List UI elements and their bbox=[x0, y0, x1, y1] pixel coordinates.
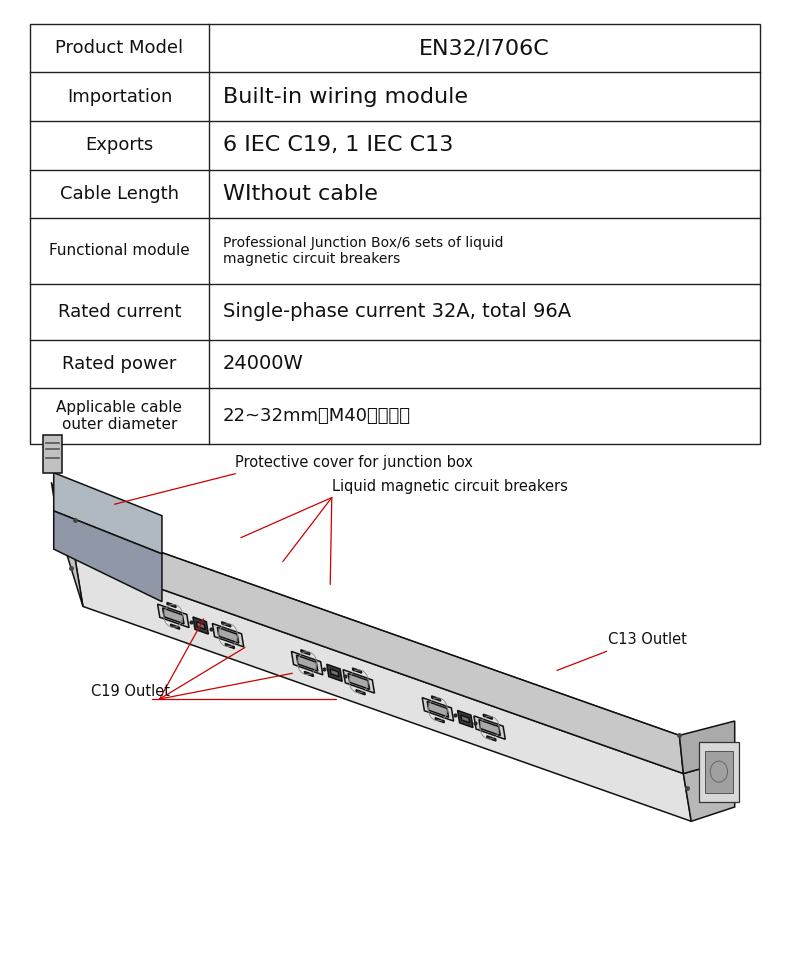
Text: Importation: Importation bbox=[66, 88, 172, 106]
Polygon shape bbox=[479, 720, 500, 735]
Text: 24000W: 24000W bbox=[223, 354, 304, 373]
Text: Protective cover for junction box: Protective cover for junction box bbox=[235, 455, 473, 470]
Polygon shape bbox=[301, 649, 310, 655]
Text: Single-phase current 32A, total 96A: Single-phase current 32A, total 96A bbox=[223, 302, 571, 321]
Polygon shape bbox=[352, 668, 362, 673]
Polygon shape bbox=[422, 697, 453, 721]
Text: 6 IEC C19, 1 IEC C13: 6 IEC C19, 1 IEC C13 bbox=[223, 136, 453, 156]
Polygon shape bbox=[71, 520, 683, 774]
Polygon shape bbox=[304, 671, 314, 676]
Polygon shape bbox=[348, 673, 370, 690]
Polygon shape bbox=[157, 605, 189, 627]
Text: EN32/I706C: EN32/I706C bbox=[419, 38, 550, 58]
Polygon shape bbox=[75, 559, 691, 821]
Polygon shape bbox=[54, 473, 162, 554]
Polygon shape bbox=[225, 644, 235, 648]
Text: Liquid magnetic circuit breakers: Liquid magnetic circuit breakers bbox=[332, 478, 568, 494]
Text: Professional Junction Box/6 sets of liquid
magnetic circuit breakers: Professional Junction Box/6 sets of liqu… bbox=[223, 236, 503, 266]
Polygon shape bbox=[330, 668, 339, 677]
Polygon shape bbox=[54, 511, 162, 602]
Polygon shape bbox=[43, 435, 62, 473]
Text: Cable Length: Cable Length bbox=[60, 185, 179, 202]
FancyBboxPatch shape bbox=[699, 742, 739, 802]
Polygon shape bbox=[683, 759, 735, 821]
Polygon shape bbox=[474, 716, 506, 739]
Text: 22~32mm（M40格兰头）: 22~32mm（M40格兰头） bbox=[223, 407, 411, 425]
Polygon shape bbox=[431, 696, 441, 701]
Text: Rated power: Rated power bbox=[62, 355, 177, 372]
Polygon shape bbox=[217, 627, 239, 643]
Polygon shape bbox=[213, 624, 244, 647]
Text: Built-in wiring module: Built-in wiring module bbox=[223, 87, 468, 107]
Polygon shape bbox=[292, 651, 323, 675]
Text: C13 Outlet: C13 Outlet bbox=[608, 632, 687, 647]
Polygon shape bbox=[435, 717, 444, 723]
Polygon shape bbox=[343, 669, 374, 693]
Polygon shape bbox=[457, 711, 473, 728]
Polygon shape bbox=[171, 625, 179, 629]
Polygon shape bbox=[163, 608, 184, 624]
Bar bbox=[30, 24, 760, 444]
Polygon shape bbox=[167, 603, 176, 607]
Polygon shape bbox=[196, 622, 205, 629]
Polygon shape bbox=[296, 655, 318, 671]
Text: Applicable cable
outer diameter: Applicable cable outer diameter bbox=[56, 400, 182, 433]
Text: Product Model: Product Model bbox=[55, 39, 183, 57]
Polygon shape bbox=[487, 736, 496, 741]
Polygon shape bbox=[427, 701, 449, 717]
Polygon shape bbox=[51, 482, 83, 606]
Polygon shape bbox=[327, 665, 342, 681]
FancyBboxPatch shape bbox=[705, 751, 733, 793]
Polygon shape bbox=[193, 617, 209, 634]
Polygon shape bbox=[356, 690, 365, 694]
Text: WIthout cable: WIthout cable bbox=[223, 184, 378, 204]
Polygon shape bbox=[679, 721, 735, 774]
Text: Exports: Exports bbox=[85, 137, 153, 155]
Polygon shape bbox=[222, 622, 231, 626]
Text: C19 Outlet: C19 Outlet bbox=[91, 684, 170, 699]
Polygon shape bbox=[461, 715, 470, 723]
Text: Functional module: Functional module bbox=[49, 244, 190, 259]
Polygon shape bbox=[483, 714, 492, 719]
Text: Rated current: Rated current bbox=[58, 303, 181, 321]
